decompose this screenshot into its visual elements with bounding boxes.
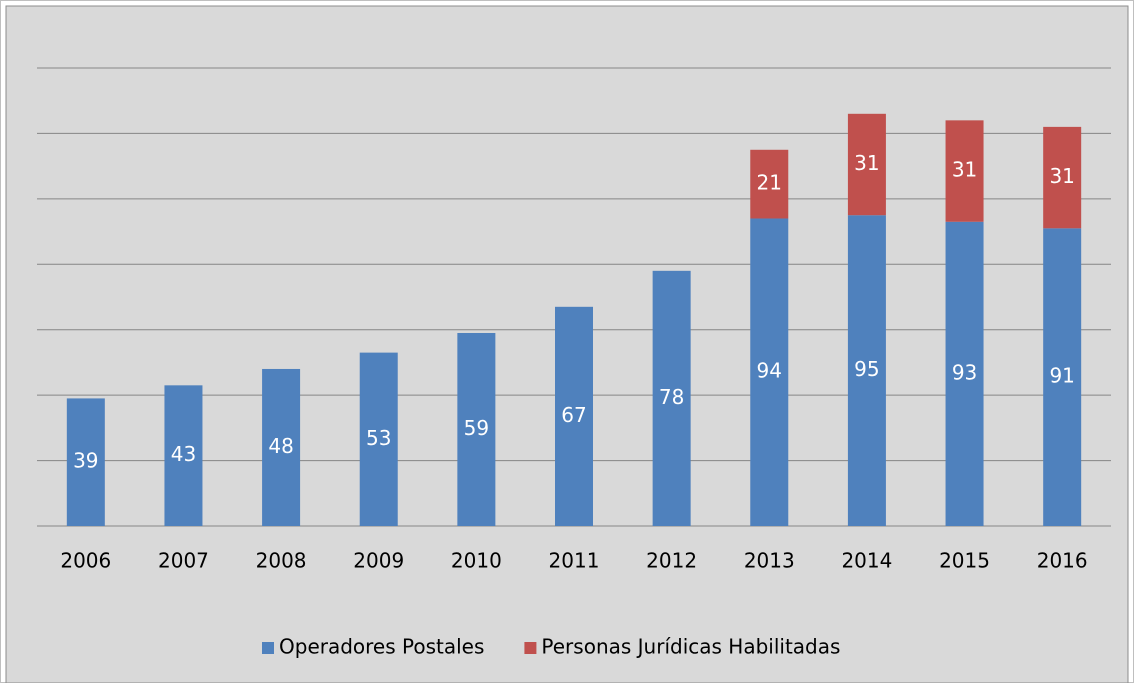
data-label: 91: [1049, 364, 1074, 388]
bar-segment: [457, 332, 496, 526]
data-label: 31: [1049, 164, 1074, 188]
bar-segment: [164, 385, 203, 526]
bar-segment: [555, 306, 593, 526]
data-label: 31: [854, 151, 879, 175]
x-tick-label: 2008: [256, 549, 307, 573]
x-tick-label: 2007: [158, 549, 209, 573]
data-label: 67: [561, 403, 586, 427]
bar-segment: [847, 215, 886, 526]
bar-segment: [652, 270, 691, 526]
bar-segment: [945, 120, 984, 222]
legend-label: Operadores Postales: [279, 635, 484, 659]
x-tick-label: 2009: [353, 549, 404, 573]
x-tick-label: 2015: [939, 549, 990, 573]
data-label: 43: [171, 442, 196, 466]
bar-segment: [1043, 126, 1082, 229]
x-tick-label: 2012: [646, 549, 697, 573]
bar-segment: [945, 221, 984, 526]
bar-segment: [359, 352, 398, 526]
bar-segment: [847, 113, 886, 216]
bar-segment: [750, 149, 789, 219]
x-tick-label: 2006: [60, 549, 111, 573]
bar-segment: [1043, 228, 1082, 527]
data-label: 59: [464, 416, 489, 440]
data-label: 95: [854, 357, 879, 381]
data-label: 21: [757, 171, 782, 195]
data-label: 53: [366, 426, 391, 450]
bar-segment: [750, 218, 789, 526]
x-tick-label: 2014: [841, 549, 892, 573]
x-tick-label: 2010: [451, 549, 502, 573]
data-label: 93: [952, 360, 977, 384]
data-label: 94: [757, 359, 782, 383]
data-label: 39: [73, 449, 98, 473]
bar-segment: [262, 368, 301, 526]
bar-segment: [66, 398, 105, 526]
x-tick-label: 2016: [1037, 549, 1088, 573]
x-tick-label: 2011: [549, 549, 600, 573]
x-tick-label: 2013: [744, 549, 795, 573]
legend-label: Personas Jurídicas Habilitadas: [541, 635, 840, 659]
data-label: 31: [952, 158, 977, 182]
legend-swatch: [524, 642, 537, 654]
legend-swatch: [262, 642, 274, 654]
data-label: 48: [268, 434, 293, 458]
data-label: 78: [659, 385, 684, 409]
